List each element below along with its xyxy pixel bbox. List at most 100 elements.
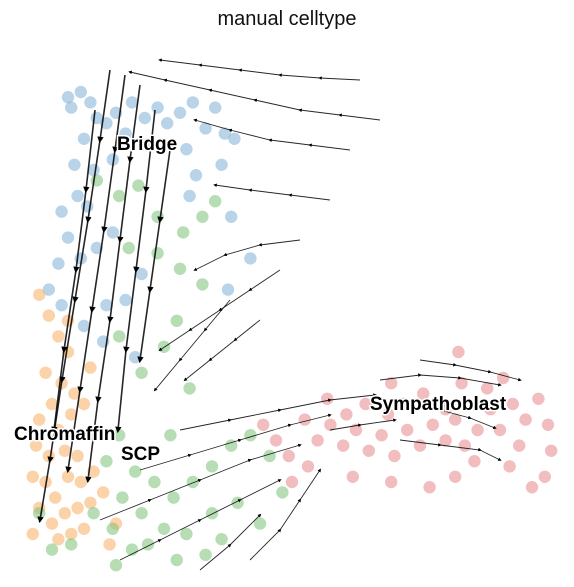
- data-point-scp: [141, 538, 155, 551]
- data-point-chromaffin: [77, 397, 91, 411]
- data-point-bridge: [119, 127, 132, 140]
- data-point-sympathoblast: [468, 455, 481, 468]
- data-point-chromaffin: [58, 507, 71, 520]
- data-point-bridge: [173, 106, 187, 120]
- data-point-chromaffin: [71, 449, 84, 463]
- data-point-bridge: [244, 252, 257, 265]
- data-point-sympathoblast: [257, 418, 270, 431]
- data-point-bridge: [68, 158, 81, 171]
- data-point-sympathoblast: [346, 470, 359, 483]
- data-point-bridge: [55, 205, 68, 218]
- data-point-bridge: [55, 299, 68, 312]
- data-point-sympathoblast: [375, 429, 388, 442]
- data-point-scp: [113, 330, 126, 343]
- data-point-bridge: [129, 351, 142, 364]
- data-point-bridge: [151, 101, 164, 114]
- data-point-chromaffin: [74, 475, 88, 489]
- data-point-scp: [90, 174, 104, 187]
- data-point-sympathoblast: [282, 449, 295, 463]
- data-point-chromaffin: [42, 309, 55, 322]
- data-point-chromaffin: [26, 470, 39, 483]
- data-point-scp: [231, 496, 244, 509]
- data-point-sympathoblast: [538, 470, 551, 483]
- data-point-chromaffin: [39, 366, 52, 379]
- data-point-scp: [148, 475, 161, 489]
- velocity-streamline: [128, 70, 381, 121]
- data-point-chromaffin: [71, 501, 84, 515]
- velocity-streamline: [419, 359, 522, 382]
- data-point-sympathoblast: [471, 423, 484, 437]
- data-point-sympathoblast: [525, 481, 539, 494]
- data-point-chromaffin: [61, 470, 75, 483]
- data-point-sympathoblast: [484, 403, 497, 416]
- data-point-scp: [129, 465, 142, 478]
- velocity-streamline: [85, 84, 141, 484]
- data-point-chromaffin: [33, 288, 46, 301]
- data-point-scp: [164, 429, 177, 442]
- cluster-label-scp: SCP: [121, 444, 160, 465]
- data-point-scp: [113, 189, 126, 203]
- velocity-streamline: [379, 373, 502, 387]
- cluster-label-chromaffin: Chromaffin: [14, 424, 115, 445]
- data-point-bridge: [161, 117, 174, 130]
- data-point-sympathoblast: [513, 439, 526, 452]
- data-point-scp: [45, 543, 59, 556]
- data-point-chromaffin: [52, 533, 65, 546]
- data-point-sympathoblast: [541, 418, 555, 431]
- velocity-streamline: [439, 409, 497, 430]
- data-point-chromaffin: [84, 361, 97, 374]
- data-point-sympathoblast: [545, 444, 558, 457]
- data-point-scp: [87, 507, 100, 520]
- data-point-chromaffin: [58, 444, 71, 457]
- velocity-streamline: [183, 319, 261, 382]
- data-point-sympathoblast: [413, 439, 427, 452]
- data-point-scp: [170, 314, 183, 327]
- data-point-chromaffin: [49, 491, 62, 504]
- data-point-scp: [170, 553, 183, 567]
- data-point-sympathoblast: [321, 392, 334, 405]
- velocity-streamline: [399, 439, 502, 461]
- data-point-sympathoblast: [426, 418, 439, 431]
- velocity-streamlines: [37, 58, 522, 571]
- data-point-sympathoblast: [481, 382, 494, 395]
- data-point-chromaffin: [65, 527, 78, 541]
- data-point-bridge: [215, 158, 228, 171]
- data-point-sympathoblast: [449, 470, 462, 483]
- data-point-scp: [157, 522, 171, 535]
- data-point-scp: [167, 491, 180, 504]
- data-point-scp: [215, 533, 228, 546]
- data-point-scp: [199, 548, 212, 561]
- data-point-scp: [33, 507, 46, 520]
- data-point-scp: [106, 522, 120, 535]
- data-point-scp: [186, 475, 199, 489]
- cluster-labels: Bridge Chromaffin SCP Sympathoblast: [13, 133, 509, 467]
- data-point-sympathoblast: [493, 423, 507, 437]
- data-point-scp: [151, 210, 164, 223]
- data-point-chromaffin: [97, 486, 110, 499]
- data-point-sympathoblast: [506, 397, 519, 411]
- data-point-bridge: [209, 101, 222, 114]
- data-point-scp: [180, 527, 193, 541]
- data-point-sympathoblast: [285, 475, 299, 489]
- data-point-scp: [135, 507, 148, 520]
- velocity-streamline: [249, 468, 321, 561]
- data-point-bridge: [189, 169, 203, 182]
- data-point-sympathoblast: [301, 460, 315, 473]
- data-point-sympathoblast: [388, 449, 401, 463]
- data-point-sympathoblast: [298, 413, 311, 426]
- velocity-streamline: [179, 393, 377, 431]
- cluster-label-sympathoblast: Sympathoblast: [370, 394, 507, 415]
- data-point-scp: [276, 486, 289, 499]
- velocity-streamline: [158, 58, 361, 81]
- data-point-sympathoblast: [417, 387, 430, 400]
- data-point-sympathoblast: [385, 475, 398, 489]
- velocity-streamline: [213, 183, 331, 201]
- data-point-bridge: [183, 189, 196, 203]
- points-layer: [26, 85, 558, 572]
- data-point-bridge: [138, 111, 151, 125]
- data-point-sympathoblast: [269, 434, 283, 447]
- data-point-sympathoblast: [401, 423, 414, 437]
- data-point-bridge: [84, 96, 97, 109]
- data-point-scp: [100, 455, 113, 468]
